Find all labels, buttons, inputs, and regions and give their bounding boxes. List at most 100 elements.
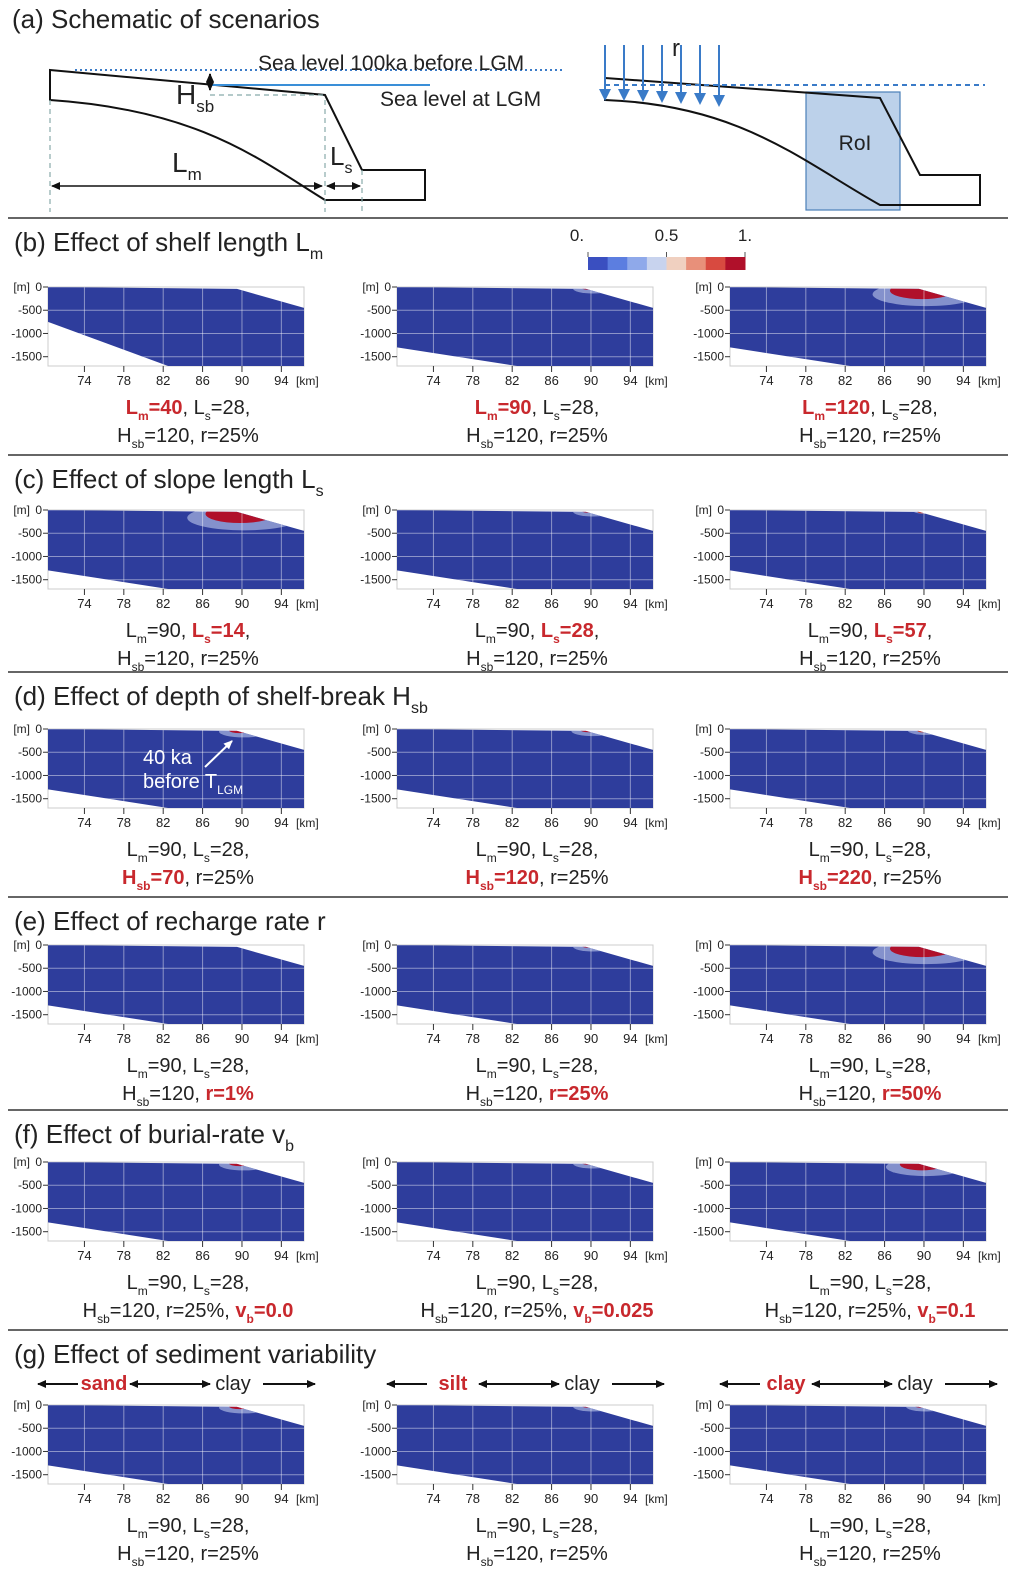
x-tick-label: 86 — [195, 1248, 209, 1263]
model-domain — [48, 1162, 304, 1241]
plume-halo — [571, 729, 615, 737]
sediment-label: clay — [564, 1373, 600, 1395]
subscript: b — [584, 1312, 591, 1326]
text-run: (e) Effect of recharge rate r — [14, 906, 326, 936]
colorbar-tick-label: 1. — [738, 226, 752, 245]
text-run: L — [541, 620, 553, 642]
y-tick-label: -500 — [18, 303, 42, 317]
y-unit: [m] — [695, 280, 712, 294]
x-tick-label: 74 — [77, 596, 91, 611]
subscript: s — [204, 1067, 210, 1081]
y-tick-label: -1500 — [360, 350, 391, 364]
text-run: =120, r=25% — [144, 425, 259, 447]
x-tick-label: 94 — [623, 596, 637, 611]
colorbar-bin — [646, 257, 667, 270]
text-run: H — [799, 648, 813, 670]
x-unit: [km] — [645, 1032, 668, 1046]
x-tick-label: 86 — [195, 1491, 209, 1506]
y-tick-label: -500 — [18, 526, 42, 540]
x-tick-label: 86 — [544, 1031, 558, 1046]
text-run: =90, L — [497, 839, 553, 861]
plume-halo — [219, 1405, 269, 1414]
text-run: , r=25% — [872, 867, 942, 889]
x-tick-label: 82 — [156, 596, 170, 611]
text-run: =120, r=25%, — [792, 1300, 918, 1322]
y-tick-label: -500 — [18, 745, 42, 759]
y-tick-label: -1000 — [360, 984, 391, 998]
text-run: =70 — [151, 867, 185, 889]
plume-halo — [219, 1162, 269, 1171]
subscript: m — [188, 165, 202, 184]
subscript: m — [487, 851, 497, 865]
text-run: =90 — [498, 397, 532, 419]
text-run: , — [245, 620, 251, 642]
caption: Lm=90, Ls=28, — [475, 397, 600, 423]
x-tick-label: 74 — [77, 1248, 91, 1263]
y-tick-label: -1000 — [360, 549, 391, 563]
plume-core — [228, 1162, 252, 1167]
x-tick-label: 94 — [274, 1031, 288, 1046]
y-unit: [m] — [362, 722, 379, 736]
x-tick-label: 78 — [799, 1248, 813, 1263]
y-tick-label: -1500 — [360, 1008, 391, 1022]
x-tick-label: 90 — [917, 1248, 931, 1263]
caption: Hsb=220, r=25% — [798, 867, 941, 893]
subscript: s — [553, 851, 559, 865]
caption: Hsb=120, r=25% — [465, 867, 608, 893]
text-run: H — [799, 425, 813, 447]
text-run: L — [802, 397, 814, 419]
text-run: , — [927, 620, 933, 642]
plume-core — [889, 945, 955, 958]
plume-core — [205, 510, 275, 524]
x-tick-label: 90 — [917, 596, 931, 611]
x-tick-label: 78 — [117, 1491, 131, 1506]
colorbar-bin — [627, 257, 648, 270]
subscript: m — [814, 409, 825, 423]
text-run: =90, L — [148, 839, 204, 861]
x-tick-label: 82 — [505, 815, 519, 830]
text-run: , r=25% — [539, 867, 609, 889]
y-unit: [m] — [695, 722, 712, 736]
subscript: s — [553, 1284, 559, 1298]
subscript: s — [205, 409, 211, 423]
x-unit: [km] — [645, 1249, 668, 1263]
y-tick-label: 0 — [717, 1155, 724, 1169]
subscript: s — [886, 632, 893, 646]
x-tick-label: 94 — [956, 815, 970, 830]
caption: Lm=90, Ls=14, — [126, 620, 251, 646]
x-tick-label: 90 — [235, 373, 249, 388]
x-tick-label: 82 — [838, 1031, 852, 1046]
x-tick-label: 78 — [117, 1031, 131, 1046]
y-unit: [m] — [362, 280, 379, 294]
x-tick-label: 86 — [195, 596, 209, 611]
y-tick-label: -1500 — [693, 1225, 724, 1239]
colorbar-bin — [705, 257, 726, 270]
subscript: b — [285, 1138, 294, 1155]
plume-core — [581, 510, 597, 513]
text-run: =90, — [829, 620, 874, 642]
subscript: sb — [813, 1095, 826, 1109]
section-title: (d) Effect of depth of shelf-break Hsb — [14, 681, 428, 717]
subscript: m — [487, 1527, 497, 1541]
y-tick-label: -1000 — [11, 549, 42, 563]
caption: Hsb=120, r=50% — [799, 1083, 942, 1109]
text-run: =90, L — [830, 1055, 886, 1077]
text-run: =90, — [147, 620, 192, 642]
caption: Lm=90, Ls=28, — [476, 1272, 599, 1298]
y-tick-label: -1000 — [693, 1444, 724, 1458]
annotation: 40 ka — [143, 747, 193, 769]
colorbar-bin — [725, 257, 746, 270]
sediment-label: silt — [439, 1373, 468, 1395]
plume-core — [581, 1162, 597, 1165]
subscript: m — [820, 1067, 830, 1081]
sea-level-label: Sea level at LGM — [380, 88, 541, 111]
text-run: (b) Effect of shelf length L — [14, 227, 310, 257]
text-run: H — [466, 648, 480, 670]
text-run: L — [476, 839, 487, 861]
y-tick-label: -1500 — [11, 573, 42, 587]
text-run: =120, r=25% — [493, 425, 608, 447]
subscript: s — [553, 1527, 559, 1541]
x-tick-label: 82 — [156, 373, 170, 388]
sediment-label: clay — [215, 1373, 251, 1395]
caption: Lm=90, Ls=28, — [809, 1272, 932, 1298]
